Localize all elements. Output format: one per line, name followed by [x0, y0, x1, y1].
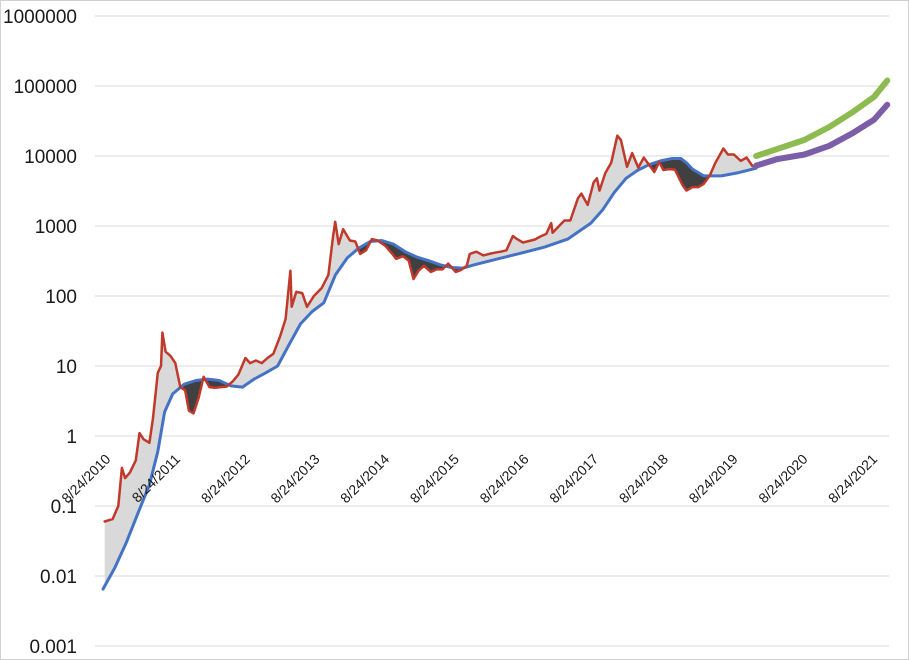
x-tick-label: 8/24/2019 — [685, 451, 741, 507]
x-tick-label: 8/24/2015 — [407, 451, 463, 507]
series-line-forecast_low — [753, 101, 891, 169]
series-line-model — [101, 157, 758, 591]
y-axis-ticks: 0.001 0.01 0.1 1 10 100 1000 10000 100000 1000000 — [3, 7, 77, 658]
y-tick-label: 1000000 — [3, 7, 77, 28]
x-tick-label: 8/24/2017 — [546, 451, 602, 507]
series-line-price — [103, 134, 758, 523]
x-tick-label: 8/24/2013 — [267, 451, 323, 507]
x-tick-label: 8/24/2012 — [198, 451, 254, 507]
x-tick-label: 8/24/2016 — [476, 451, 532, 507]
x-tick-label: 8/24/2018 — [616, 451, 672, 507]
gridlines — [95, 15, 889, 647]
x-tick-label: 8/24/2014 — [337, 451, 393, 507]
fill-price-above-model — [104, 135, 757, 586]
area-fills — [104, 135, 757, 586]
y-tick-label: 0.1 — [51, 497, 77, 518]
y-tick-label: 0.001 — [29, 637, 77, 658]
series-lines — [101, 77, 891, 591]
y-tick-label: 0.01 — [40, 567, 77, 588]
x-tick-label: 8/24/2020 — [755, 451, 811, 507]
x-tick-label: 8/24/2021 — [825, 451, 881, 507]
x-axis-ticks: 8/24/2010 8/24/2011 8/24/2012 8/24/2013 8/24… — [58, 451, 880, 507]
y-tick-label: 1 — [66, 427, 77, 448]
y-tick-label: 10000 — [24, 147, 77, 168]
y-tick-label: 100000 — [14, 77, 77, 98]
fill-price-below-model — [104, 158, 757, 586]
series-line-forecast_high — [753, 77, 891, 159]
y-tick-label: 1000 — [35, 217, 77, 238]
y-tick-label: 10 — [56, 357, 77, 378]
y-tick-label: 100 — [45, 287, 77, 308]
x-tick-label: 8/24/2010 — [58, 451, 114, 507]
